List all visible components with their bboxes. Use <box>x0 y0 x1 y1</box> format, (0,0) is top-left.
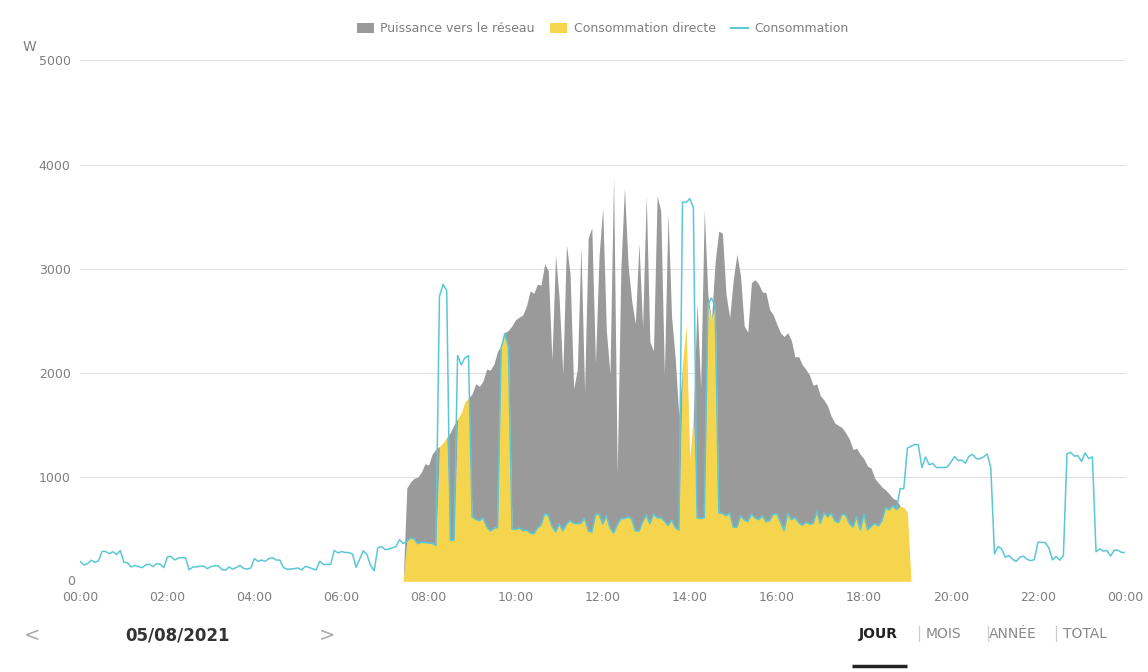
Text: JOUR: JOUR <box>859 627 898 641</box>
Text: ANNÉE: ANNÉE <box>988 627 1037 641</box>
Text: 0: 0 <box>67 575 75 588</box>
Text: |: | <box>1054 626 1058 642</box>
Text: MOIS: MOIS <box>925 627 962 641</box>
Text: W: W <box>23 40 37 54</box>
Text: |: | <box>916 626 921 642</box>
Text: TOTAL: TOTAL <box>1063 627 1107 641</box>
Text: >: > <box>319 626 335 645</box>
Text: 05/08/2021: 05/08/2021 <box>125 627 231 644</box>
Text: |: | <box>985 626 990 642</box>
Text: <: < <box>24 626 40 645</box>
Legend: Puissance vers le réseau, Consommation directe, Consommation: Puissance vers le réseau, Consommation d… <box>351 17 854 40</box>
